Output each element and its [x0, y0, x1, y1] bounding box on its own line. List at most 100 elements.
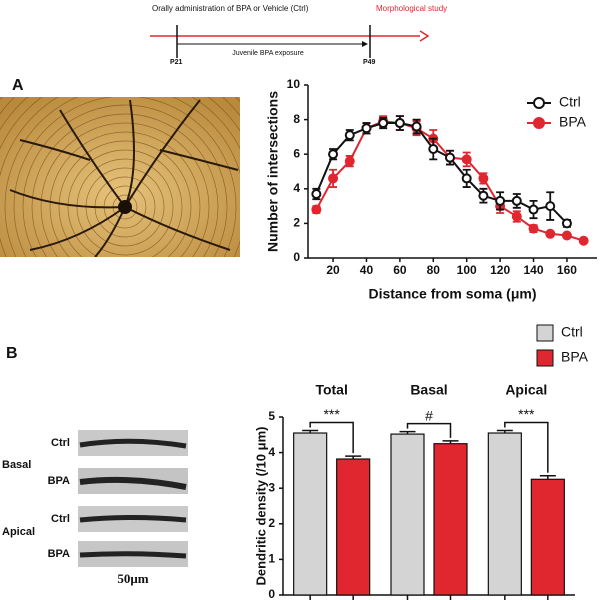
ring [40, 122, 210, 257]
marker [344, 156, 355, 167]
significance-label: *** [323, 406, 340, 422]
marker [528, 204, 539, 215]
marker [545, 201, 556, 212]
marker [378, 118, 389, 129]
x-tick-label: 60 [393, 263, 407, 277]
marker [361, 123, 372, 134]
micrograph [0, 97, 240, 257]
marker [311, 204, 322, 215]
x-tick-label: 40 [360, 263, 374, 277]
panel-label: A [12, 77, 24, 94]
y-tick-label: 3 [268, 480, 275, 494]
legend-swatch [536, 349, 554, 367]
x-axis-label: Distance from soma (μm) [368, 286, 536, 302]
exposure-arrow-head [362, 41, 368, 47]
group-label: Ctrl [51, 437, 70, 449]
group-label: BPA [48, 548, 70, 560]
series-line [315, 120, 584, 242]
exposure-label: Juvenile BPA exposure [232, 50, 304, 57]
y-tick-label: 0 [268, 587, 275, 600]
marker [561, 218, 572, 229]
region-label: Basal [2, 459, 31, 471]
category-label: Total [315, 382, 347, 398]
region-label: Apical [2, 526, 35, 538]
legend-swatch [536, 324, 554, 342]
marker [495, 195, 506, 206]
study-label: Morphological study [376, 4, 447, 13]
bar [433, 443, 468, 596]
y-axis-label: Dendritic density (/10 μm) [253, 427, 268, 586]
bar [487, 432, 522, 596]
marker [328, 149, 339, 160]
marker [428, 144, 439, 155]
legend-marker [533, 97, 545, 109]
y-tick-label: 6 [293, 146, 300, 160]
x-tick-label: 160 [557, 263, 577, 277]
significance-bracket [309, 421, 354, 454]
y-tick-label: 4 [268, 445, 275, 459]
bar [390, 433, 425, 596]
legend-marker [533, 117, 545, 129]
ring [58, 140, 192, 257]
marker [461, 154, 472, 165]
legend-label: Ctrl [561, 324, 583, 340]
x-tick-label: 80 [427, 263, 441, 277]
x-tick-label: 140 [524, 263, 544, 277]
y-tick-label: 0 [293, 250, 300, 264]
ring [31, 113, 219, 257]
x-tick-label: 120 [490, 263, 510, 277]
marker [511, 211, 522, 222]
significance-bracket [504, 421, 549, 473]
marker [344, 130, 355, 141]
marker [444, 152, 455, 163]
marker [578, 235, 589, 246]
x-tick-label: 100 [457, 263, 477, 277]
marker [461, 173, 472, 184]
panel-label: B [6, 345, 18, 362]
significance-label: *** [518, 406, 535, 422]
treatment-label: Orally administration of BPA or Vehicle … [152, 4, 309, 13]
marker [394, 118, 405, 129]
legend-label: BPA [561, 349, 589, 365]
bar [336, 458, 371, 596]
ring [67, 149, 183, 257]
timeline-arrow [419, 30, 430, 42]
marker [545, 228, 556, 239]
ring [76, 158, 174, 256]
category-label: Basal [410, 382, 447, 398]
y-tick-label: 5 [268, 409, 275, 423]
y-tick-label: 8 [293, 112, 300, 126]
legend-label: BPA [559, 114, 587, 130]
group-label: BPA [48, 475, 70, 487]
spine-images [78, 430, 188, 567]
y-tick-label: 2 [293, 216, 300, 230]
marker [561, 230, 572, 241]
marker [478, 190, 489, 201]
y-tick-label: 10 [287, 77, 301, 91]
x-tick-label: 20 [326, 263, 340, 277]
start-label: P21 [170, 59, 183, 66]
significance-bracket [406, 422, 452, 438]
marker [511, 195, 522, 206]
y-tick-label: 1 [268, 552, 275, 566]
scale-label: 50μm [117, 571, 148, 586]
ring [22, 104, 228, 257]
y-tick-label: 2 [268, 516, 275, 530]
marker [328, 173, 339, 184]
ring [49, 131, 201, 257]
series-line [315, 122, 568, 225]
marker [311, 188, 322, 199]
group-label: Ctrl [51, 513, 70, 525]
ring [13, 97, 237, 257]
ring [4, 97, 240, 257]
marker [411, 121, 422, 132]
significance-label: # [425, 407, 433, 423]
bar [293, 432, 328, 596]
legend-label: Ctrl [559, 94, 581, 110]
y-tick-label: 4 [293, 181, 300, 195]
marker [478, 173, 489, 184]
marker [528, 223, 539, 234]
y-axis-label: Number of intersections [265, 91, 281, 252]
category-label: Apical [505, 382, 547, 398]
